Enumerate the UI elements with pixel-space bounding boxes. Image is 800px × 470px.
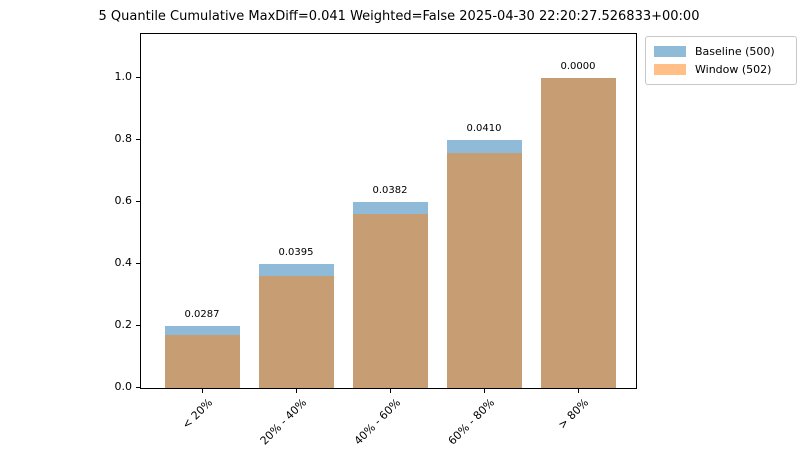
bar-label-1: 0.0395 [278, 247, 314, 258]
x-tick-label-1: 20% - 40% [257, 396, 310, 448]
y-tick-label-5: 1.0 [114, 70, 133, 83]
legend-swatch-baseline [654, 46, 686, 57]
x-tick-mark-2 [390, 389, 391, 393]
bar-label-2: 0.0382 [372, 185, 408, 196]
y-tick-label-2: 0.4 [114, 256, 133, 269]
x-tick-label-2: 40% - 60% [351, 396, 404, 448]
x-tick-label-0: < 20% [179, 396, 216, 432]
legend-swatch-window [654, 64, 686, 75]
bar-window-0 [164, 334, 240, 388]
y-tick-mark-2 [136, 263, 140, 264]
bar-label-0: 0.0287 [184, 309, 220, 320]
legend: Baseline (500) Window (502) [645, 36, 797, 85]
x-tick-mark-0 [202, 389, 203, 393]
legend-label: Baseline (500) [695, 44, 775, 58]
bar-window-2 [352, 213, 428, 388]
bar-window-3 [446, 152, 522, 388]
bar-window-4 [540, 78, 616, 388]
y-tick-label-0: 0.0 [114, 380, 133, 393]
x-tick-mark-1 [296, 389, 297, 393]
y-tick-mark-0 [136, 387, 140, 388]
legend-item-window: Window (502) [654, 61, 788, 78]
bar-window-1 [258, 276, 334, 388]
x-tick-label-3: 60% - 80% [445, 396, 498, 448]
x-tick-mark-4 [578, 389, 579, 393]
y-tick-label-3: 0.6 [114, 194, 133, 207]
x-tick-label-4: > 80% [555, 396, 592, 432]
legend-label: Window (502) [695, 62, 772, 76]
y-tick-mark-4 [136, 139, 140, 140]
bar-label-4: 0.0000 [560, 61, 596, 72]
legend-item-baseline: Baseline (500) [654, 43, 788, 60]
x-tick-mark-3 [484, 389, 485, 393]
y-tick-mark-5 [136, 77, 140, 78]
y-tick-label-4: 0.8 [114, 132, 133, 145]
y-tick-mark-1 [136, 325, 140, 326]
y-tick-label-1: 0.2 [114, 318, 133, 331]
bar-label-3: 0.0410 [466, 123, 502, 134]
y-tick-mark-3 [136, 201, 140, 202]
plot-area: 0.0287 0.0395 0.0382 0.0410 0.0000 [140, 33, 637, 389]
chart-title: 5 Quantile Cumulative MaxDiff=0.041 Weig… [98, 9, 700, 24]
